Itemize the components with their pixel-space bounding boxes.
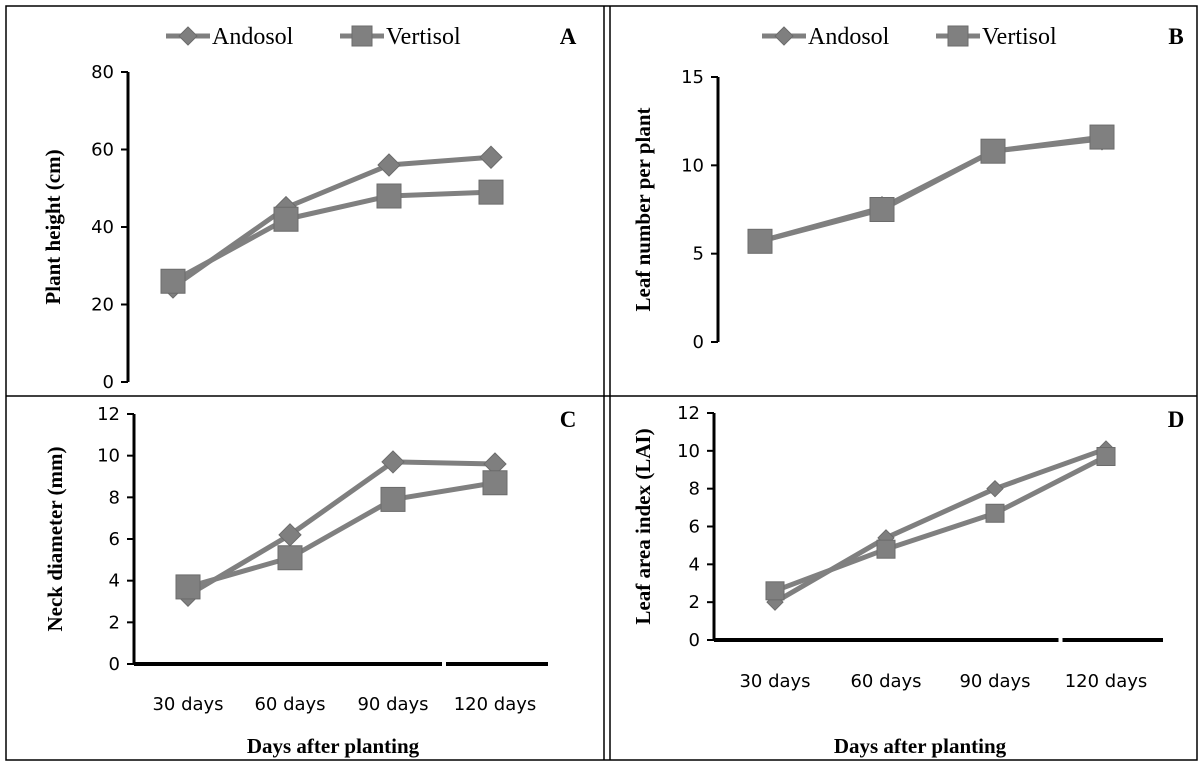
y-tick-label: 4 (689, 554, 700, 575)
data-point-vertisol (277, 545, 303, 571)
panel-d: D 0 2 4 6 8 10 12 30 days 60 days 90 days 120 days L… (631, 403, 1184, 758)
panel-b: B 0 5 10 15 Leaf number per plant Andosol Verti… (631, 24, 1184, 353)
y-tick-label: 0 (689, 630, 700, 651)
y-tick-label: 5 (693, 244, 704, 265)
panel-c: C 0 2 4 6 8 10 12 30 days 60 days 90 days 120 days N… (43, 404, 576, 758)
x-tick-label: 120 days (1065, 671, 1148, 692)
panel-letter-d: D (1168, 407, 1185, 432)
legend-label-andosol: Andosol (212, 24, 294, 50)
data-point-vertisol (980, 138, 1006, 164)
y-tick-label: 6 (689, 517, 700, 538)
y-tick-label: 10 (677, 441, 700, 462)
panel-letter-c: C (560, 407, 577, 432)
y-tick-label: 40 (91, 217, 114, 238)
y-tick-label: 6 (109, 529, 120, 550)
data-point-andosol (986, 479, 1004, 498)
panel-a: A 0 20 40 60 80 Plant height (cm) Andosol Vertis… (41, 24, 577, 393)
y-tick-label: 8 (689, 479, 700, 500)
y-axis-label: Neck diameter (mm) (43, 446, 67, 631)
data-point-vertisol (876, 539, 896, 559)
y-tick-label: 0 (109, 654, 120, 675)
data-point-vertisol (482, 470, 508, 496)
data-point-vertisol (376, 183, 402, 209)
x-tick-label: 60 days (850, 671, 921, 692)
y-tick-label: 10 (97, 446, 120, 467)
legend-marker-andosol (178, 26, 198, 46)
data-point-vertisol (747, 228, 773, 254)
y-tick-label: 4 (109, 571, 120, 592)
legend-label-vertisol: Vertisol (386, 24, 461, 50)
data-point-andosol (377, 153, 401, 177)
y-tick-label: 8 (109, 487, 120, 508)
data-point-vertisol (273, 206, 299, 232)
data-point-andosol (381, 450, 405, 474)
y-tick-label: 12 (677, 403, 700, 424)
y-tick-label: 2 (689, 592, 700, 613)
x-tick-label: 90 days (357, 694, 428, 715)
data-point-vertisol (765, 581, 785, 601)
x-tick-label: 30 days (739, 671, 810, 692)
series-line-vertisol (774, 454, 1108, 594)
data-point-vertisol (160, 268, 186, 294)
series-line-andosol (186, 459, 496, 598)
series-line-vertisol (187, 480, 496, 590)
y-tick-label: 2 (109, 612, 120, 633)
y-axis-label: Leaf number per plant (631, 108, 655, 312)
x-tick-label: 60 days (254, 694, 325, 715)
x-axis-label: Days after planting (834, 734, 1007, 758)
data-point-vertisol (380, 486, 406, 512)
legend-marker-vertisol (947, 25, 969, 47)
series-line-vertisol (759, 134, 1103, 244)
data-point-andosol (479, 145, 503, 169)
series-line-andosol (773, 446, 1107, 605)
y-tick-label: 20 (91, 295, 114, 316)
series-line-andosol (171, 154, 492, 290)
data-point-vertisol (175, 574, 201, 600)
y-axis-label: Plant height (cm) (41, 149, 65, 304)
data-point-vertisol (1089, 124, 1115, 150)
y-tick-label: 15 (681, 67, 704, 88)
x-axis-label: Days after planting (247, 734, 420, 758)
y-tick-label: 80 (91, 62, 114, 83)
panel-letter-b: B (1168, 24, 1183, 49)
x-tick-label: 120 days (454, 694, 537, 715)
series-line-vertisol (171, 189, 492, 284)
y-tick-label: 12 (97, 404, 120, 425)
y-tick-label: 10 (681, 155, 704, 176)
data-point-vertisol (869, 197, 895, 222)
data-point-vertisol (985, 503, 1005, 523)
legend-label-andosol: Andosol (808, 24, 890, 50)
legend-label-vertisol: Vertisol (982, 24, 1057, 50)
y-axis-label: Leaf area index (LAI) (631, 428, 655, 624)
x-tick-label: 90 days (959, 671, 1030, 692)
data-point-vertisol (478, 179, 504, 205)
y-tick-label: 0 (693, 332, 704, 353)
legend-marker-vertisol (351, 25, 373, 47)
figure-frame (5, 5, 1198, 761)
panel-letter-a: A (560, 24, 577, 49)
data-point-vertisol (1096, 447, 1116, 467)
y-tick-label: 60 (91, 140, 114, 161)
y-tick-label: 0 (103, 372, 114, 393)
x-tick-label: 30 days (152, 694, 223, 715)
legend-marker-andosol (774, 26, 794, 46)
